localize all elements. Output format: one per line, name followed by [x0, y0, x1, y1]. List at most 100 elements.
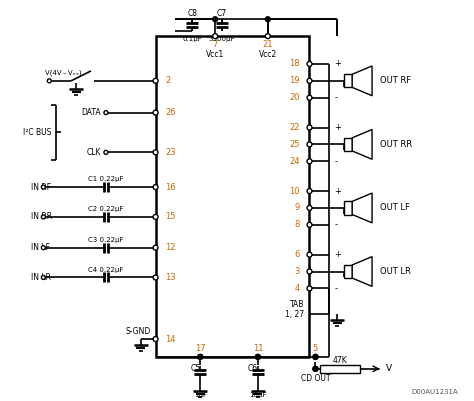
Text: Vcc1: Vcc1: [206, 49, 224, 59]
Circle shape: [313, 367, 318, 371]
Circle shape: [255, 354, 260, 359]
Circle shape: [153, 215, 158, 219]
Circle shape: [307, 269, 312, 274]
Text: 5: 5: [313, 344, 318, 353]
Text: 3300μF: 3300μF: [209, 36, 236, 42]
Text: 14: 14: [165, 334, 176, 344]
Text: +: +: [334, 186, 341, 196]
Text: 47K: 47K: [333, 356, 347, 365]
Text: OUT LR: OUT LR: [380, 267, 411, 276]
Text: 12: 12: [165, 243, 176, 252]
Circle shape: [198, 354, 203, 359]
Text: 23: 23: [165, 148, 176, 157]
Text: -: -: [334, 220, 337, 229]
Text: 0.1μF: 0.1μF: [182, 36, 202, 42]
Text: 24: 24: [289, 157, 300, 166]
Text: IN RF: IN RF: [31, 182, 52, 192]
Circle shape: [47, 79, 51, 83]
Text: C5: C5: [190, 365, 200, 373]
Text: +: +: [334, 250, 341, 259]
Text: 17: 17: [195, 344, 206, 353]
Circle shape: [307, 78, 312, 83]
Circle shape: [41, 215, 46, 219]
Text: 10μF: 10μF: [249, 392, 266, 398]
Text: 2: 2: [165, 76, 171, 85]
Text: S-GND: S-GND: [125, 326, 151, 336]
Text: CD OUT: CD OUT: [301, 374, 330, 383]
Text: 3: 3: [294, 267, 300, 276]
Text: 1μF: 1μF: [194, 392, 207, 398]
Polygon shape: [352, 66, 372, 96]
Text: IN RR: IN RR: [31, 213, 53, 221]
Text: DATA: DATA: [82, 108, 101, 117]
Circle shape: [41, 275, 46, 279]
Circle shape: [307, 159, 312, 164]
Polygon shape: [352, 257, 372, 286]
Bar: [155, 36, 310, 357]
Circle shape: [41, 246, 46, 250]
Text: I²C BUS: I²C BUS: [24, 128, 52, 137]
Circle shape: [307, 95, 312, 100]
Text: 22: 22: [289, 123, 300, 132]
Bar: [344, 74, 352, 87]
Bar: [344, 201, 352, 215]
Circle shape: [307, 61, 312, 67]
Text: 11: 11: [253, 344, 263, 353]
Text: 8: 8: [294, 220, 300, 229]
Polygon shape: [352, 193, 372, 223]
Text: C6: C6: [248, 365, 258, 373]
Circle shape: [198, 354, 203, 359]
Circle shape: [307, 188, 312, 194]
Text: -: -: [334, 284, 337, 293]
Text: 10: 10: [289, 186, 300, 196]
Circle shape: [313, 367, 318, 371]
Text: C4 0.22μF: C4 0.22μF: [88, 267, 124, 273]
Text: 20: 20: [289, 93, 300, 102]
Bar: [344, 265, 352, 278]
Circle shape: [307, 286, 312, 291]
Text: 9: 9: [294, 203, 300, 213]
Text: 15: 15: [165, 213, 176, 221]
Text: C8: C8: [187, 9, 197, 18]
Text: +: +: [334, 123, 341, 132]
Text: 7: 7: [212, 40, 218, 49]
Circle shape: [265, 17, 270, 22]
Text: 16: 16: [165, 182, 176, 192]
Text: C3 0.22μF: C3 0.22μF: [88, 237, 124, 243]
Text: C7: C7: [217, 9, 227, 18]
Circle shape: [313, 354, 318, 359]
Text: 21: 21: [263, 40, 273, 49]
Text: C1 0.22μF: C1 0.22μF: [88, 176, 124, 182]
Text: IN LF: IN LF: [31, 243, 50, 252]
Text: TAB: TAB: [290, 300, 304, 309]
Circle shape: [153, 245, 158, 250]
Circle shape: [313, 354, 318, 359]
Text: 4: 4: [294, 284, 300, 293]
Circle shape: [153, 110, 158, 115]
Text: V: V: [386, 365, 392, 373]
Text: -: -: [334, 157, 337, 166]
Text: CLK: CLK: [86, 148, 101, 157]
Circle shape: [213, 17, 218, 22]
Text: D00AU1231A: D00AU1231A: [412, 389, 458, 395]
Text: 19: 19: [289, 76, 300, 85]
Text: V(4V – Vₓₓ): V(4V – Vₓₓ): [45, 70, 82, 76]
Circle shape: [307, 205, 312, 211]
Text: +: +: [334, 59, 341, 69]
Text: 13: 13: [165, 273, 176, 282]
Circle shape: [104, 150, 108, 154]
Circle shape: [153, 184, 158, 190]
Circle shape: [153, 78, 158, 83]
Circle shape: [41, 185, 46, 189]
Circle shape: [153, 275, 158, 280]
Circle shape: [153, 336, 158, 342]
Text: C2 0.22μF: C2 0.22μF: [88, 206, 124, 212]
Text: -: -: [334, 93, 337, 102]
Circle shape: [307, 252, 312, 257]
Circle shape: [265, 34, 270, 38]
Text: OUT RR: OUT RR: [380, 140, 412, 149]
Circle shape: [153, 150, 158, 155]
Text: 26: 26: [165, 108, 176, 117]
Text: 25: 25: [289, 140, 300, 149]
Text: OUT RF: OUT RF: [380, 76, 411, 85]
